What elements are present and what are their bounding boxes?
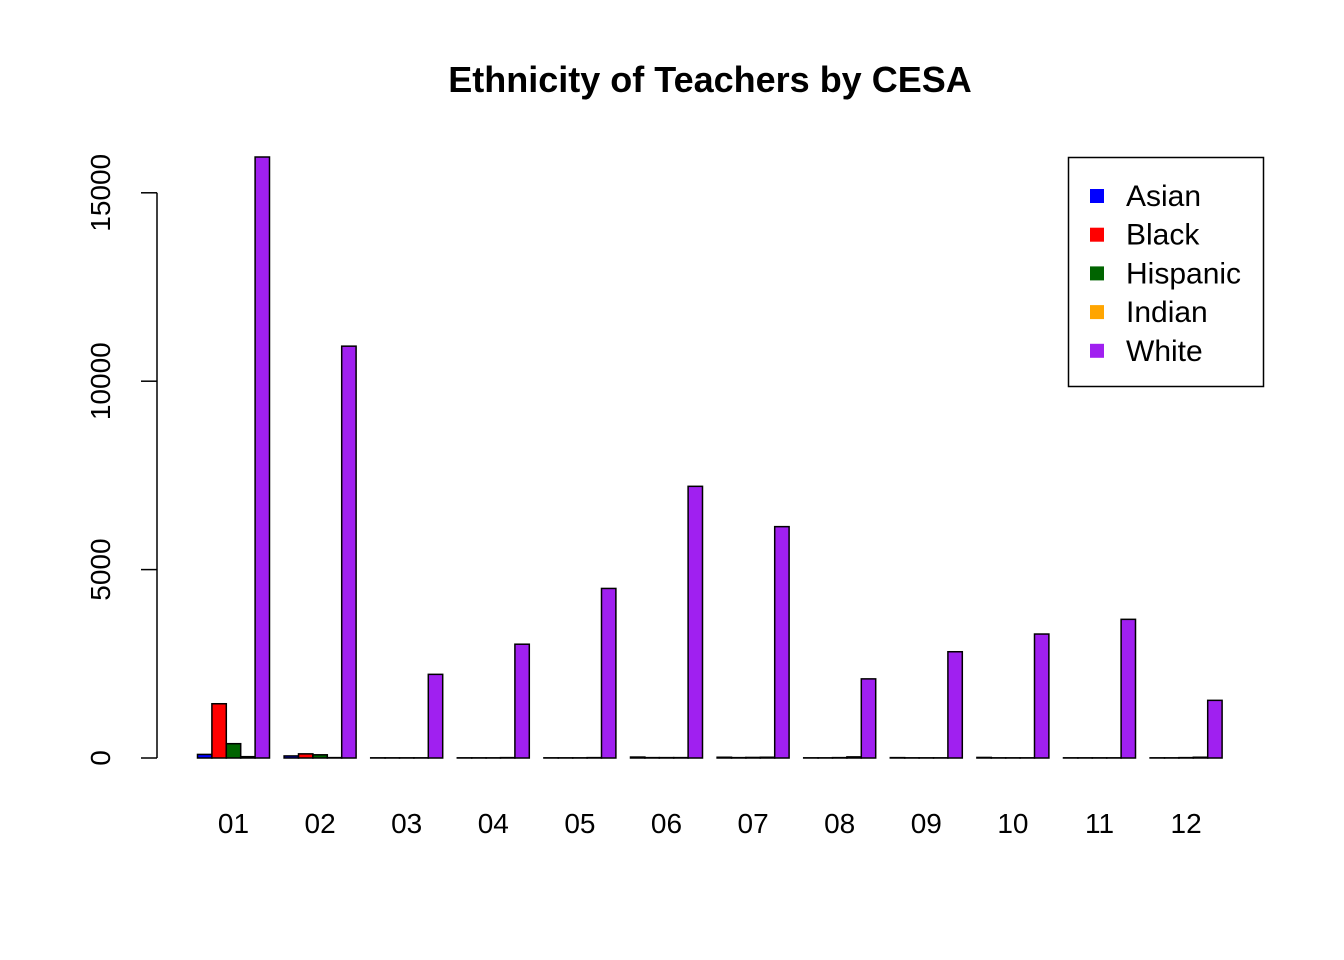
chart-title: Ethnicity of Teachers by CESA xyxy=(448,59,971,100)
bar-asian-10 xyxy=(976,756,993,759)
bar-white-10 xyxy=(1033,633,1050,759)
bar-black-02 xyxy=(297,753,314,759)
legend-label-black: Black xyxy=(1126,219,1200,252)
y-tick-label: 15000 xyxy=(85,154,116,232)
bar-white-04 xyxy=(514,643,531,759)
legend-swatch-asian xyxy=(1090,189,1104,203)
x-tick-label: 04 xyxy=(478,808,509,839)
bar-indian-07 xyxy=(759,756,776,759)
x-axis-labels: 01 02 03 04 05 06 07 08 09 10 11 12 xyxy=(218,808,1202,839)
bar-asian-07 xyxy=(716,756,733,759)
x-tick-label: 05 xyxy=(564,808,595,839)
bars-group xyxy=(196,156,1223,759)
x-tick-label: 01 xyxy=(218,808,249,839)
bar-hispanic-07 xyxy=(745,756,762,759)
x-tick-label: 10 xyxy=(997,808,1028,839)
bar-white-11 xyxy=(1120,618,1137,759)
x-tick-label: 12 xyxy=(1171,808,1202,839)
legend: Asian Black Hispanic Indian White xyxy=(1067,156,1265,388)
bar-asian-02 xyxy=(283,755,300,759)
x-tick-label: 08 xyxy=(824,808,855,839)
bar-white-05 xyxy=(600,587,617,759)
bar-indian-12 xyxy=(1192,756,1209,759)
bar-asian-01 xyxy=(196,753,213,759)
x-tick-label: 11 xyxy=(1085,808,1114,839)
bar-white-07 xyxy=(773,525,790,759)
legend-swatch-black xyxy=(1090,227,1104,242)
x-tick-label: 07 xyxy=(738,808,769,839)
bar-black-01 xyxy=(211,702,228,759)
y-tick-label: 10000 xyxy=(85,342,116,420)
y-tick-label: 0 xyxy=(85,750,116,766)
legend-label-hispanic: Hispanic xyxy=(1126,257,1241,290)
bar-white-06 xyxy=(687,485,704,759)
bar-white-02 xyxy=(340,345,357,759)
legend-label-white: White xyxy=(1126,335,1203,368)
bar-white-12 xyxy=(1206,699,1223,759)
bar-white-08 xyxy=(860,678,877,759)
x-tick-label: 02 xyxy=(305,808,336,839)
legend-swatch-hispanic xyxy=(1090,266,1104,281)
x-tick-label: 09 xyxy=(911,808,942,839)
bar-white-09 xyxy=(947,650,964,759)
legend-label-indian: Indian xyxy=(1126,296,1208,329)
bar-hispanic-01 xyxy=(225,742,242,759)
legend-label-asian: Asian xyxy=(1126,180,1201,213)
x-tick-label: 06 xyxy=(651,808,682,839)
y-axis: 0 5000 10000 15000 xyxy=(85,154,158,766)
x-tick-label: 03 xyxy=(391,808,422,839)
legend-swatch-white xyxy=(1090,343,1104,358)
bar-indian-01 xyxy=(239,755,256,759)
bar-hispanic-02 xyxy=(312,754,329,759)
y-tick-label: 5000 xyxy=(85,538,116,600)
bar-indian-08 xyxy=(846,756,863,759)
bar-asian-06 xyxy=(629,756,646,759)
bar-white-03 xyxy=(427,673,444,759)
bar-white-01 xyxy=(254,156,271,759)
legend-swatch-indian xyxy=(1090,305,1104,320)
